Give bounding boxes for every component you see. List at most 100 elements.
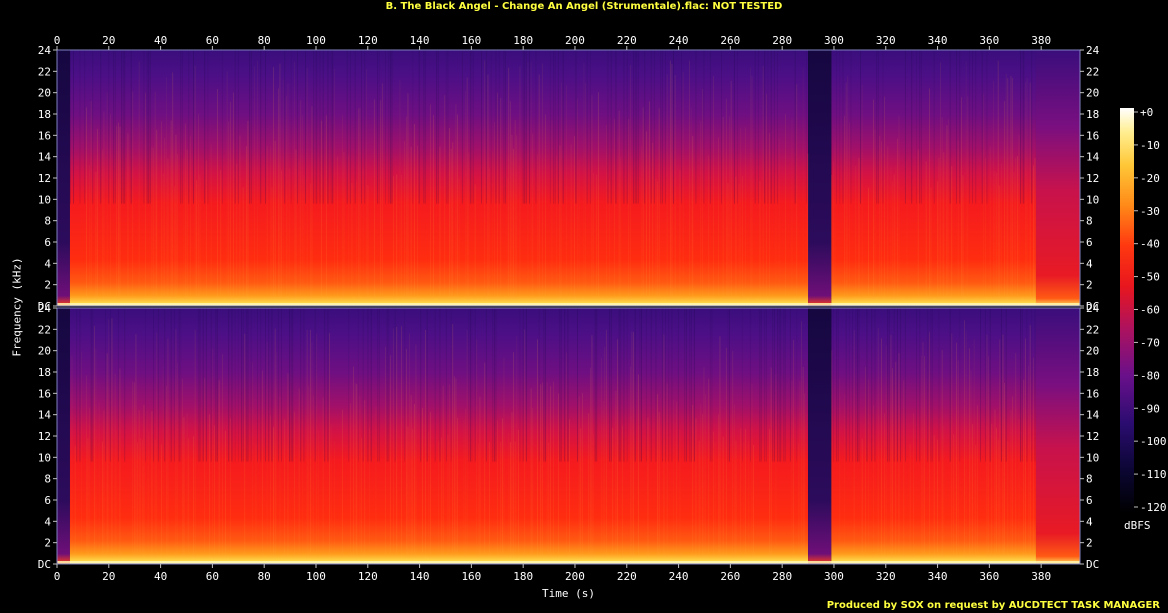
x-tick-label-bottom: 340 bbox=[928, 570, 948, 583]
colorbar-tick-label: -10 bbox=[1140, 139, 1160, 152]
x-tick-label-bottom: 280 bbox=[772, 570, 792, 583]
colorbar bbox=[1120, 108, 1134, 513]
y-tick-label-left: 2 bbox=[44, 537, 51, 550]
spectrogram-segment-1-3 bbox=[808, 50, 832, 306]
x-tick-label-bottom: 220 bbox=[617, 570, 637, 583]
y-tick-label-right: 6 bbox=[1086, 494, 1093, 507]
y-tick-label-right: 2 bbox=[1086, 537, 1093, 550]
y-tick-label-left: 12 bbox=[38, 430, 51, 443]
y-tick-label-right: 18 bbox=[1086, 108, 1099, 121]
y-tick-label-right: 8 bbox=[1086, 473, 1093, 486]
x-tick-label-top: 380 bbox=[1031, 34, 1051, 47]
colorbar-tick-label: +0 bbox=[1140, 106, 1153, 119]
y-tick-label-right: 14 bbox=[1086, 151, 1100, 164]
y-tick-label-left: DC bbox=[38, 300, 51, 313]
y-tick-label-right: 10 bbox=[1086, 451, 1099, 464]
colorbar-tick-label: -100 bbox=[1140, 435, 1167, 448]
x-tick-label-bottom: 260 bbox=[720, 570, 740, 583]
y-tick-label-left: 18 bbox=[38, 366, 51, 379]
x-tick-label-top: 320 bbox=[876, 34, 896, 47]
spectrogram-segment-2-2 bbox=[69, 308, 809, 564]
colorbar-tick-label: -110 bbox=[1140, 468, 1167, 481]
x-tick-label-top: 300 bbox=[824, 34, 844, 47]
y-tick-label-left: 18 bbox=[38, 108, 51, 121]
dc-band-2 bbox=[57, 561, 1080, 564]
spectrogram-segment-2-3 bbox=[808, 308, 832, 564]
y-tick-label-left: 10 bbox=[38, 193, 51, 206]
spectrogram-segment-1-2 bbox=[69, 50, 809, 306]
x-tick-label-top: 100 bbox=[306, 34, 326, 47]
y-tick-label-right: 24 bbox=[1086, 302, 1100, 315]
spectrogram-texture-2 bbox=[71, 308, 1036, 558]
y-tick-label-right: 22 bbox=[1086, 65, 1099, 78]
y-tick-label-left: 20 bbox=[38, 345, 51, 358]
spectrogram-segment-1-4 bbox=[831, 50, 1036, 306]
x-tick-label-top: 260 bbox=[720, 34, 740, 47]
colorbar-label: dBFS bbox=[1124, 519, 1151, 532]
x-tick-label-bottom: 20 bbox=[102, 570, 115, 583]
x-tick-label-top: 140 bbox=[410, 34, 430, 47]
y-tick-label-left: 8 bbox=[44, 215, 51, 228]
x-tick-label-bottom: 120 bbox=[358, 570, 378, 583]
y-tick-label-left: 12 bbox=[38, 172, 51, 185]
y-tick-label-right: DC bbox=[1086, 558, 1099, 571]
y-tick-label-right: 20 bbox=[1086, 87, 1099, 100]
y-tick-label-right: 2 bbox=[1086, 279, 1093, 292]
x-tick-label-bottom: 380 bbox=[1031, 570, 1051, 583]
colorbar-tick-label: -60 bbox=[1140, 304, 1160, 317]
colorbar-tick-label: -40 bbox=[1140, 238, 1160, 251]
colorbar-tick-label: -20 bbox=[1140, 172, 1160, 185]
x-tick-label-bottom: 320 bbox=[876, 570, 896, 583]
x-tick-label-bottom: 0 bbox=[54, 570, 61, 583]
y-tick-label-right: DC bbox=[1086, 300, 1099, 313]
colorbar-tick-label: -90 bbox=[1140, 402, 1160, 415]
y-tick-label-left: 14 bbox=[38, 409, 52, 422]
y-tick-label-right: 12 bbox=[1086, 172, 1099, 185]
x-tick-label-bottom: 180 bbox=[513, 570, 533, 583]
y-tick-label-left: 4 bbox=[44, 257, 51, 270]
spectrogram-segment-2-4 bbox=[831, 308, 1036, 564]
x-tick-label-top: 220 bbox=[617, 34, 637, 47]
y-tick-label-left: 24 bbox=[38, 302, 52, 315]
x-tick-label-bottom: 360 bbox=[979, 570, 999, 583]
y-tick-label-right: 4 bbox=[1086, 515, 1093, 528]
x-tick-label-bottom: 240 bbox=[669, 570, 689, 583]
y-tick-label-left: 20 bbox=[38, 87, 51, 100]
x-tick-label-bottom: 100 bbox=[306, 570, 326, 583]
x-tick-label-top: 20 bbox=[102, 34, 115, 47]
y-tick-label-left: DC bbox=[38, 558, 51, 571]
y-tick-label-right: 16 bbox=[1086, 387, 1099, 400]
spectrogram-segment-1-5 bbox=[1035, 50, 1080, 306]
x-tick-label-top: 200 bbox=[565, 34, 585, 47]
x-tick-label-top: 180 bbox=[513, 34, 533, 47]
y-tick-label-left: 8 bbox=[44, 473, 51, 486]
y-tick-label-right: 12 bbox=[1086, 430, 1099, 443]
x-tick-label-top: 80 bbox=[258, 34, 271, 47]
chart-title: B. The Black Angel - Change An Angel (St… bbox=[385, 1, 783, 12]
x-tick-label-bottom: 40 bbox=[154, 570, 167, 583]
colorbar-tick-label: -30 bbox=[1140, 205, 1160, 218]
y-tick-label-left: 6 bbox=[44, 236, 51, 249]
y-tick-label-left: 10 bbox=[38, 451, 51, 464]
y-tick-label-left: 16 bbox=[38, 387, 51, 400]
x-tick-label-top: 120 bbox=[358, 34, 378, 47]
spectrogram-segment-2-5 bbox=[1035, 308, 1080, 564]
y-tick-label-right: 10 bbox=[1086, 193, 1099, 206]
y-tick-label-left: 2 bbox=[44, 279, 51, 292]
x-tick-label-top: 40 bbox=[154, 34, 167, 47]
x-tick-label-top: 340 bbox=[928, 34, 948, 47]
colorbar-tick-label: -120 bbox=[1140, 501, 1167, 514]
y-axis-label: Frequency (kHz) bbox=[10, 257, 24, 357]
x-tick-label-top: 160 bbox=[461, 34, 481, 47]
x-tick-label-top: 240 bbox=[669, 34, 689, 47]
y-tick-label-right: 20 bbox=[1086, 345, 1099, 358]
x-axis-label: Time (s) bbox=[542, 587, 595, 600]
x-tick-label-top: 280 bbox=[772, 34, 792, 47]
x-tick-label-top: 360 bbox=[979, 34, 999, 47]
spectrogram-texture-1 bbox=[69, 50, 1036, 301]
y-tick-label-right: 24 bbox=[1086, 44, 1100, 57]
y-tick-label-left: 4 bbox=[44, 515, 51, 528]
x-tick-label-top: 60 bbox=[206, 34, 219, 47]
credit-text: Produced by SOX on request by AUCDTECT T… bbox=[826, 600, 1160, 611]
